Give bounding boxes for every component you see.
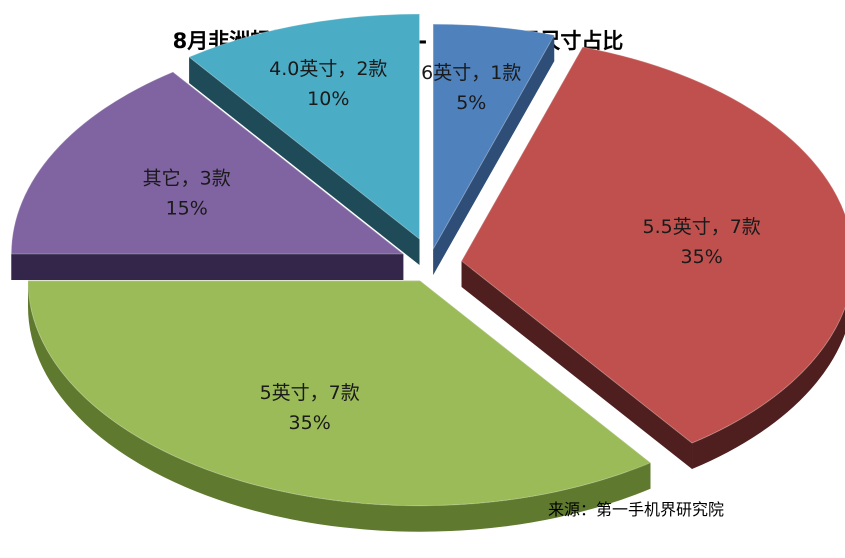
pie-slice-side	[433, 35, 555, 276]
pie-slice	[10, 71, 405, 281]
pie-slice-side	[461, 260, 693, 470]
pie-slice	[27, 280, 652, 532]
slice-label: 6英寸，1款	[421, 62, 521, 84]
pie-slices	[10, 13, 845, 532]
slice-percent-label: 35%	[681, 246, 723, 268]
pie-slice	[432, 23, 556, 276]
pie-slice-side	[189, 56, 420, 266]
pie-labels: 6英寸，1款 5% 5.5英寸，7款 35% 5英寸，7款 35% 其它，3款 15% 4.0英…	[143, 58, 761, 434]
slice-percent-label: 5%	[456, 92, 486, 114]
pie-slice	[460, 46, 845, 470]
slice-percent-label: 15%	[166, 198, 208, 220]
source-note: 来源：第一手机界研究院	[548, 500, 725, 519]
slice-label: 5英寸，7款	[260, 382, 360, 404]
pie-slice-top	[27, 280, 652, 507]
pie-slice-top	[432, 23, 556, 252]
pie-slice-top	[188, 13, 420, 241]
slice-percent-label: 10%	[307, 88, 349, 110]
slice-label: 其它，3款	[143, 168, 231, 190]
pie-slice-rim	[692, 307, 845, 470]
slice-label: 5.5英寸，7款	[642, 216, 760, 238]
slice-label: 4.0英寸，2款	[269, 58, 387, 80]
pie-slice-side	[11, 254, 404, 281]
slice-percent-label: 35%	[289, 412, 331, 434]
pie-slice-top	[10, 71, 405, 255]
pie-slice	[188, 13, 420, 266]
pie-slice-top	[460, 46, 845, 444]
pie-slice-rim	[28, 280, 651, 532]
